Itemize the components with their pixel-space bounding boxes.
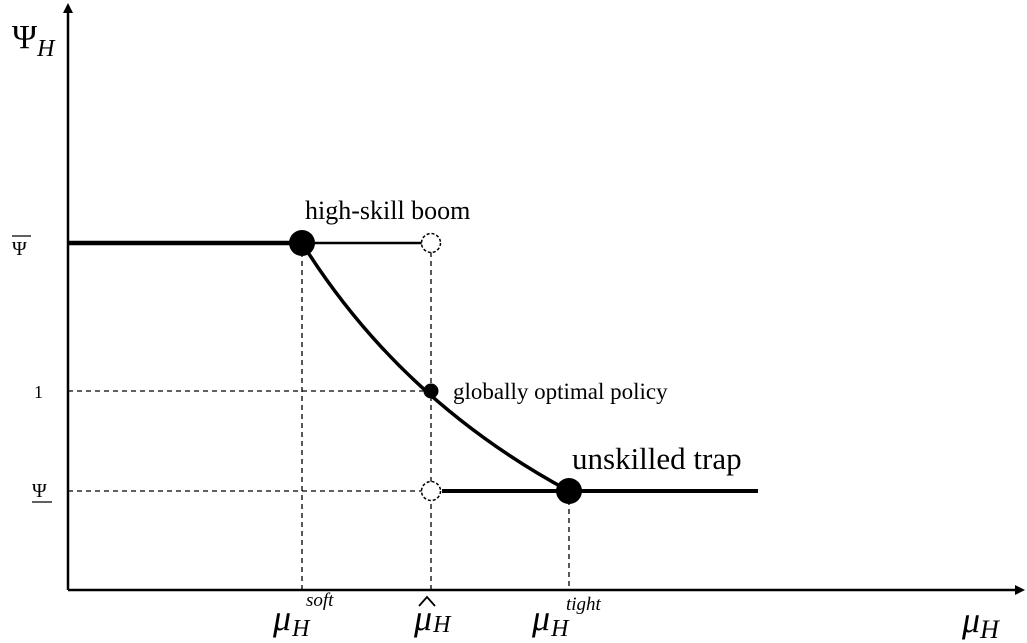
x-axis-title: μH (961, 600, 1000, 643)
x-tick-mu-soft: μHsoft (272, 590, 334, 642)
y-axis-title: ΨH (12, 19, 56, 62)
high-skill-boom-point (289, 230, 315, 256)
hat-accent (418, 595, 436, 607)
x-tick-mu-tight: μHtight (531, 594, 602, 642)
label-unskilled-trap: unskilled trap (572, 441, 742, 476)
y-tick-one: 1 (34, 382, 43, 402)
unskilled-trap-point (556, 478, 582, 504)
upper-open-point (420, 232, 442, 254)
x-tick-mu-hat: μH (413, 598, 452, 638)
y-tick-psi-under: Ψ (32, 480, 47, 502)
label-globally-optimal-policy: globally optimal policy (453, 379, 668, 404)
label-high-skill-boom: high-skill boom (305, 196, 470, 225)
lower-open-point (420, 480, 442, 502)
globally-optimal-point (423, 383, 439, 399)
y-tick-psi-bar: Ψ (12, 238, 27, 260)
optimal-policy-curve (300, 242, 570, 493)
